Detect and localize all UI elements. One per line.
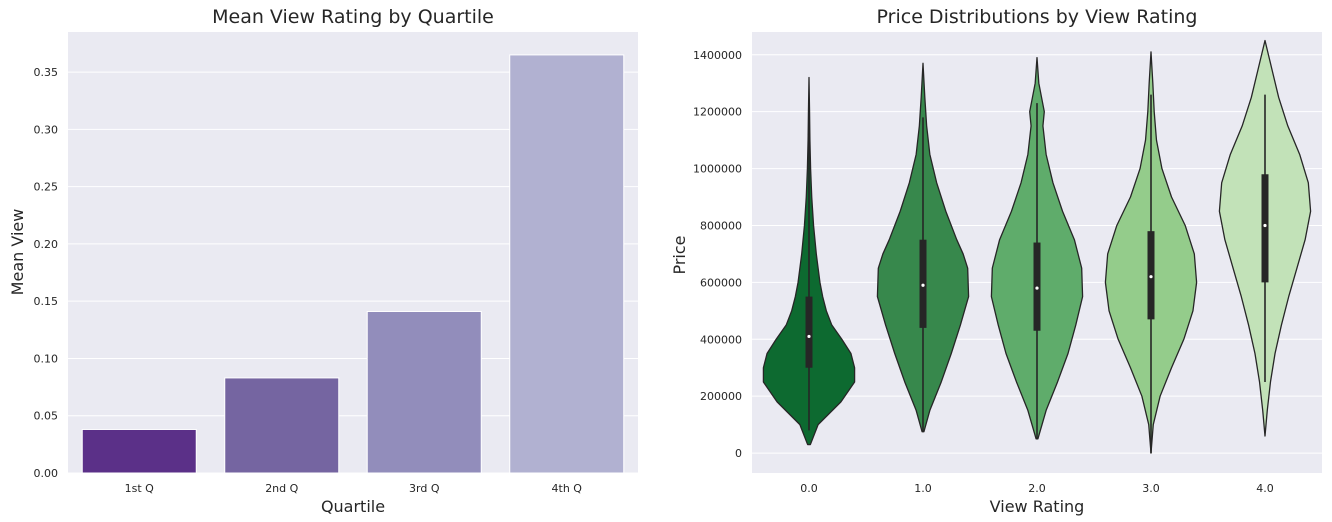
violin-chart: 0 200000 400000 600000 800000 1000000 1200000 1… [670,6,1322,516]
bar-y-tick-label: 0.25 [34,181,59,194]
bar-chart: 0.00 0.05 0.10 0.15 0.20 0.25 0.30 0.35 1st Q 2n… [8,6,638,516]
bar-y-tick-label: 0.00 [34,467,59,480]
violin-x-tick-label: 4.0 [1256,482,1274,495]
violin-y-tick-label: 400000 [700,333,742,346]
violin-median-dot [1035,286,1039,290]
bar-y-tick-label: 0.20 [34,238,59,251]
bar-x-tick-label: 3rd Q [409,482,440,495]
bar-y-tick-label: 0.15 [34,295,59,308]
violin-x-tick-label: 0.0 [800,482,818,495]
bar-chart-bars [81,54,625,474]
violin-y-tick-label: 1000000 [693,163,742,176]
bar [81,428,197,474]
bar-chart-title: Mean View Rating by Quartile [212,6,494,28]
bar-chart-x-label: Quartile [321,497,385,516]
violin-x-tick-label: 3.0 [1142,482,1160,495]
violin-x-tick-label: 2.0 [1028,482,1046,495]
bar-y-tick-label: 0.10 [34,352,59,365]
bar-y-tick-label: 0.30 [34,123,59,136]
bar [366,310,482,474]
violin-chart-violins [762,39,1312,454]
violin-iqr-box [805,296,813,368]
bar-chart-x-ticks: 1st Q 2nd Q 3rd Q 4th Q [125,482,583,495]
violin-median-dot [921,283,925,287]
violin-median-dot [807,334,811,339]
bar-x-tick-label: 2nd Q [265,482,298,495]
violin-iqr-box [1261,174,1269,283]
violin-chart-x-ticks: 0.0 1.0 2.0 3.0 4.0 [800,482,1274,495]
violin-chart-y-ticks: 0 200000 400000 600000 800000 1000000 1200000 1… [693,49,742,460]
violin-y-tick-label: 800000 [700,219,742,232]
bar-x-tick-label: 4th Q [552,482,583,495]
violin-x-tick-label: 1.0 [914,482,932,495]
violin-y-tick-label: 1200000 [693,106,742,119]
violin-median-dot [1149,275,1153,279]
violin-chart-y-label: Price [670,235,689,274]
bar-y-tick-label: 0.05 [34,410,59,423]
violin-chart-x-label: View Rating [990,497,1085,516]
violin-y-tick-label: 600000 [700,276,742,289]
bar [224,377,340,474]
violin-y-tick-label: 200000 [700,390,742,403]
bar-y-tick-label: 0.35 [34,66,59,79]
violin-y-tick-label: 1400000 [693,49,742,62]
bar-chart-y-ticks: 0.00 0.05 0.10 0.15 0.20 0.25 0.30 0.35 [34,66,59,480]
bar-chart-y-label: Mean View [8,209,27,296]
violin-median-dot [1263,223,1267,228]
violin-chart-title: Price Distributions by View Rating [877,6,1198,28]
bar-x-tick-label: 1st Q [125,482,155,495]
violin-y-tick-label: 0 [735,447,742,460]
bar [509,54,625,474]
